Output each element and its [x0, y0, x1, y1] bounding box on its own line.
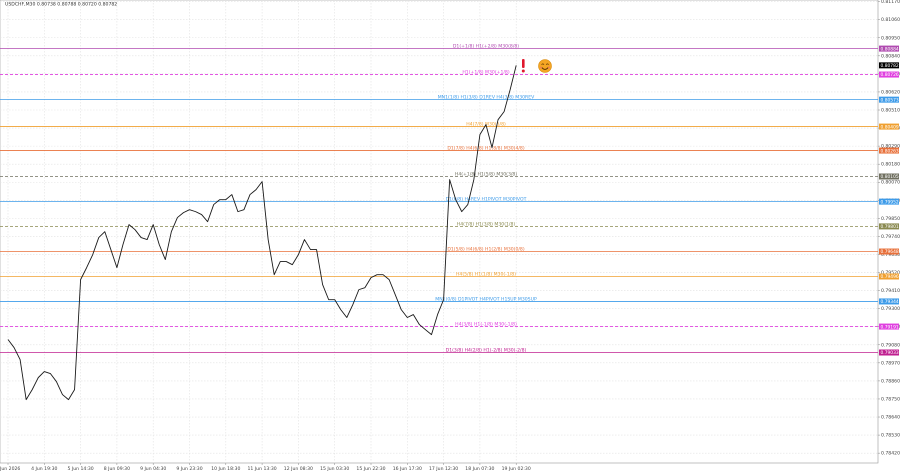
level-label: D1(3/8) H4(2/8) H1(-2/8) M30(-2/8): [446, 348, 527, 354]
level-label: H1(+1/8) M30(+1/8): [462, 70, 510, 76]
y-tick-label: 0.79410: [881, 288, 900, 294]
price-tag-text: 0.80573: [881, 97, 899, 103]
level-label: D1(+1/8) H1(+2/8) M30(8/8): [453, 44, 519, 50]
level-label: H4(3/8) H1(-1/8) M30(-1/8): [455, 322, 517, 328]
price-tag-text: 0.79344: [881, 299, 899, 305]
price-tag: [879, 198, 899, 205]
y-tick-label: 0.80180: [881, 162, 900, 168]
level-label: D1(7/8) H4(6/8) H1(8/8) M30(4/8): [447, 146, 525, 152]
plot-frame: [0, 0, 879, 464]
price-tag: [879, 323, 899, 330]
x-tick-label: 4 Jun 19:30: [31, 466, 57, 472]
y-tick-label: 0.80070: [881, 180, 900, 186]
level-label: H4(+1/8) H1(5/8) M30(3/8): [455, 171, 517, 177]
smiley-cheek: [540, 66, 542, 69]
price-tag: [879, 147, 899, 154]
price-tag: [879, 349, 899, 356]
price-tag: [879, 298, 899, 305]
smiley-face: [538, 59, 552, 73]
current-price-tag: [879, 62, 899, 69]
y-tick-label: 0.81170: [881, 0, 900, 5]
y-tick-label: 0.78750: [881, 396, 900, 402]
y-tick-label: 0.78420: [881, 451, 900, 457]
y-tick-label: 0.78860: [881, 378, 900, 384]
price-layer: [7, 65, 517, 401]
level-layer: D1(+1/8) H1(+2/8) M30(8/8) H1(+1/8) M30(+…: [0, 44, 878, 354]
x-tick-label: 15 Jun 22:30: [356, 466, 385, 472]
y-tick-label: 0.78640: [881, 415, 900, 421]
smiley-eyes: [541, 63, 549, 65]
level-label: H4(5/8) H1(1/8) M30(-1/8): [456, 271, 516, 277]
price-tag: [879, 223, 899, 230]
smiley-mouth: [541, 67, 549, 70]
y-tick-label: 0.79630: [881, 252, 900, 258]
level-label: D1(6/8) H4REV H1PIVOT M30PIVOT: [446, 197, 527, 203]
price-tag: [879, 45, 899, 52]
price-tag: [879, 123, 899, 130]
price-tag-text: 0.79496: [881, 274, 899, 280]
x-tick-label: 18 Jun 07:30: [465, 466, 494, 472]
price-tag-text: 0.80726: [881, 72, 899, 78]
x-tick-label: 15 Jun 03:30: [320, 466, 349, 472]
x-tick-label: 5 Jun 14:30: [67, 466, 93, 472]
chart-title: USDCHF,M30 0.80738 0.80788 0.80720 0.807…: [5, 2, 117, 8]
y-tick-label: 0.81060: [881, 17, 900, 23]
x-tick-label: 11 Jun 13:30: [248, 466, 277, 472]
y-tick-label: 0.78970: [881, 360, 900, 366]
price-tag-text: 0.79191: [881, 324, 899, 330]
x-tick-label: 9 Jun 23:30: [176, 466, 202, 472]
y-tick-label: 0.80510: [881, 108, 900, 114]
level-label: H4(7/8) H1(3/8) M30(1/8): [457, 221, 516, 227]
level-label: MN1(0/8) D1PIVOT H4PIVOT H1SUP M30SUP: [435, 296, 537, 302]
alert-icon: [521, 59, 525, 73]
x-tick-label: 10 Jun 18:30: [211, 466, 240, 472]
x-tick-label: 4 Jun 2026: [0, 466, 20, 472]
x-tick-label: 19 Jun 02:30: [502, 466, 531, 472]
price-tag-text: 0.80409: [881, 124, 899, 130]
price-tag-text: 0.79952: [881, 199, 899, 205]
y-tick-label: 0.80290: [881, 144, 900, 150]
y-tick-label: 0.79740: [881, 234, 900, 240]
price-tag-text: 0.79033: [881, 350, 899, 356]
y-tick-label: 0.79300: [881, 306, 900, 312]
y-tick-label: 0.79850: [881, 216, 900, 222]
price-tag: [879, 96, 899, 103]
alert-bar: [522, 59, 525, 68]
x-tick-label: 17 Jun 12:30: [429, 466, 458, 472]
alert-dot: [521, 69, 525, 73]
y-tick-label: 0.80620: [881, 89, 900, 95]
price-tag: [879, 273, 899, 280]
current-price-text: 0.80782: [881, 63, 899, 69]
x-tick-label: 16 Jun 17:30: [393, 466, 422, 472]
y-tick-label: 0.80840: [881, 53, 900, 59]
smiley-icon: [538, 59, 552, 73]
price-tag-text: 0.79801: [881, 224, 899, 230]
y-tick-label: 0.79080: [881, 342, 900, 348]
price-tag-text: 0.80884: [881, 46, 899, 52]
price-tag-text: 0.79648: [881, 249, 899, 255]
price-tag-text: 0.80105: [881, 174, 899, 180]
y-tick-label: 0.80950: [881, 35, 900, 41]
price-tag: [879, 71, 899, 78]
grid-layer: [0, 0, 878, 463]
x-tick-label: 12 Jun 08:30: [284, 466, 313, 472]
price-line: [7, 65, 517, 401]
x-tick-label: 8 Jun 09:30: [104, 466, 130, 472]
smiley-cheek: [548, 66, 550, 69]
price-tag-text: 0.80263: [881, 148, 899, 154]
y-tick-label: 0.79520: [881, 270, 900, 276]
price-tag: [879, 248, 899, 255]
price-tag: [879, 173, 899, 180]
y-tick-label: 0.78530: [881, 433, 900, 439]
level-label: MN1(1/8) H1(3/8) D1REV H4(3/8) M30REV: [438, 95, 535, 101]
x-tick-label: 9 Jun 04:30: [140, 466, 166, 472]
level-label: D1(5/8) H4(6/8) H1(2/8) M30(0/8): [447, 247, 525, 253]
